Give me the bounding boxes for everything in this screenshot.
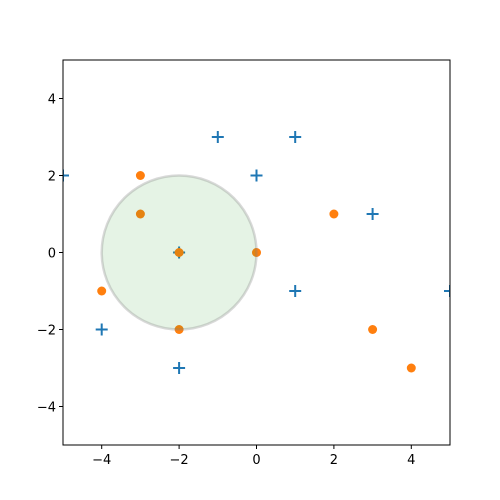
y-tick-label: −4 bbox=[37, 401, 56, 416]
x-tick-label: −2 bbox=[170, 453, 189, 468]
circle-marker bbox=[252, 248, 261, 257]
plus-marker bbox=[289, 131, 302, 143]
axes: −4 −2 0 2 4 −4 −2 0 2 4 bbox=[37, 93, 416, 469]
x-tick-label: 2 bbox=[330, 453, 338, 468]
circle-marker bbox=[135, 171, 145, 180]
plus-marker bbox=[95, 323, 108, 336]
x-tick-label: 0 bbox=[252, 453, 260, 468]
circle-marker bbox=[406, 363, 416, 373]
y-tick-label: 2 bbox=[48, 170, 56, 185]
plus-marker bbox=[444, 285, 450, 297]
plot-area bbox=[63, 131, 450, 374]
circle-marker bbox=[174, 248, 184, 257]
plus-marker bbox=[63, 169, 69, 182]
circle-marker bbox=[174, 325, 184, 334]
x-tick-label: −4 bbox=[92, 453, 111, 468]
plus-marker bbox=[173, 362, 186, 374]
circle-marker bbox=[135, 209, 145, 219]
plus-marker bbox=[211, 131, 224, 143]
x-tick-label: 4 bbox=[407, 453, 415, 468]
circle-marker bbox=[368, 325, 378, 334]
plus-marker bbox=[289, 285, 302, 297]
y-tick-label: 0 bbox=[48, 247, 56, 262]
plus-marker bbox=[250, 169, 263, 182]
plus-marker bbox=[366, 208, 379, 220]
circle-patch bbox=[100, 174, 258, 331]
circle-marker bbox=[329, 209, 339, 219]
y-tick-label: 4 bbox=[48, 93, 56, 108]
circle-marker bbox=[97, 286, 107, 296]
y-tick-label: −2 bbox=[37, 324, 56, 339]
